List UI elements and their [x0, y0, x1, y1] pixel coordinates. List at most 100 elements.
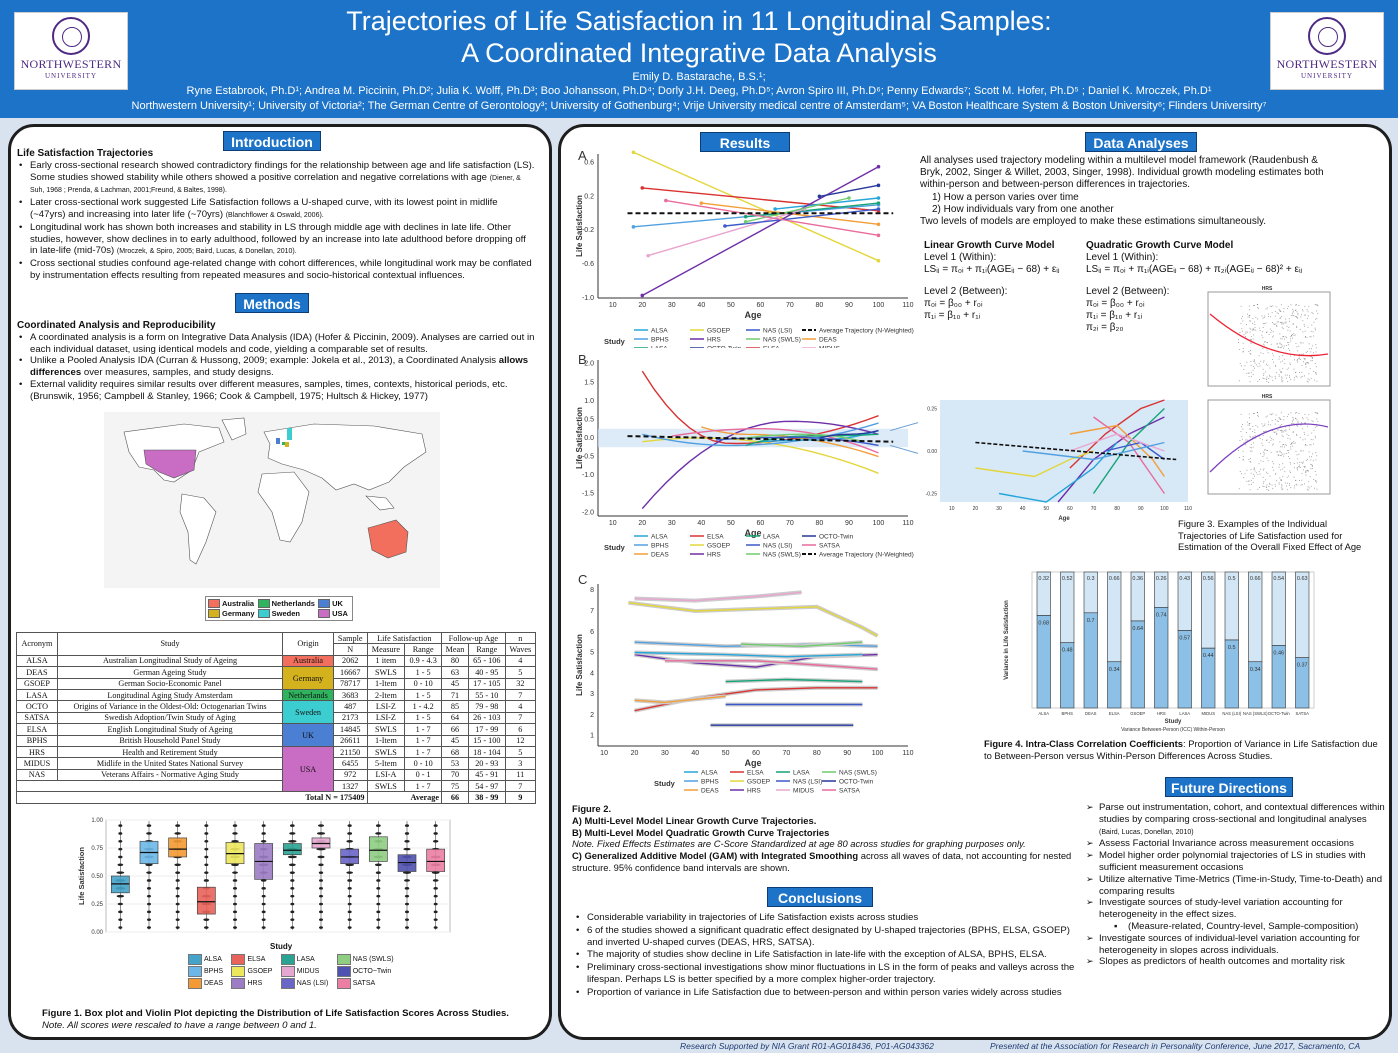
boxplot-violin-dot	[175, 879, 180, 882]
scatter-point	[1304, 483, 1305, 485]
scatter-point	[1241, 318, 1243, 320]
table-cell: English Longitudinal Study of Ageing	[56, 723, 284, 736]
icc-xtick: GSOEP	[1130, 711, 1145, 716]
scatter-point	[1307, 315, 1309, 317]
scatter-point	[1278, 374, 1280, 376]
scatter-point	[1316, 304, 1318, 306]
scatter-point	[1270, 439, 1272, 441]
scatter-point	[1286, 336, 1287, 338]
chart-ytick: 2	[590, 712, 594, 719]
scatter-point	[1293, 487, 1295, 489]
scatter-point	[1246, 469, 1248, 471]
scatter-point	[1289, 330, 1291, 332]
scatter-point	[1279, 477, 1281, 479]
table-cell: 15 - 100	[467, 734, 506, 747]
boxplot-violin-dot	[204, 824, 209, 827]
results-heading: Results	[700, 132, 790, 152]
boxplot-violin-dot	[261, 832, 266, 835]
scatter-point	[1242, 348, 1244, 349]
scatter-point	[1241, 328, 1243, 330]
boxplot-ytick: 0.00	[91, 930, 103, 936]
scatter-point	[1281, 371, 1282, 373]
scatter-point	[1291, 443, 1293, 445]
scatter-point	[1304, 314, 1306, 316]
scatter-point	[1310, 360, 1312, 362]
icc-bar-between	[1224, 639, 1239, 709]
boxplot-violin-dot	[318, 824, 324, 827]
icc-xtick: SATSA	[1296, 711, 1310, 716]
scatter-point	[1248, 480, 1250, 482]
boxplot-violin-dot	[319, 902, 323, 906]
chart-xtick: 80	[813, 750, 821, 757]
zoom-xtick: 40	[1020, 506, 1026, 512]
scatter-point	[1268, 489, 1269, 491]
scatter-point	[1281, 381, 1283, 383]
chart-ytick: 5	[590, 650, 594, 657]
scatter-point	[1285, 318, 1287, 320]
scatter-point	[1312, 345, 1314, 347]
chart-ytick: -1.0	[582, 295, 594, 302]
chart-panel-label: A	[578, 148, 587, 163]
table-cell: Swedish Adoption/Twin Study of Aging	[56, 711, 284, 725]
map-legend-label: UK	[332, 599, 343, 608]
table-cell: 26611	[332, 734, 368, 747]
chart-xtick: 70	[786, 520, 794, 527]
scatter-point	[1307, 434, 1309, 436]
boxplot-violin-dot	[376, 902, 381, 906]
scatter-point	[1280, 321, 1282, 323]
table-cell: 1 - 5	[404, 666, 443, 679]
table-cell: 78717	[332, 677, 368, 690]
table-cell: ALSA	[16, 654, 58, 668]
future-bullet: Model higher order polynomial trajectori…	[1086, 850, 1386, 874]
scatter-point	[1262, 461, 1264, 462]
scatter-point	[1315, 426, 1317, 428]
icc-bar-within	[1107, 571, 1122, 663]
scatter-point	[1272, 355, 1274, 357]
scatter-point	[1306, 317, 1308, 319]
scatter-point	[1279, 425, 1281, 427]
scatter-point	[1307, 350, 1308, 352]
scatter-point	[1285, 322, 1287, 324]
scatter-point	[1253, 365, 1255, 367]
boxplot-violin-dot	[433, 926, 438, 929]
chart-xtick: 90	[843, 750, 851, 757]
zoom-average-line	[975, 441, 1177, 461]
table-row: ELSA English Longitudinal Study of Ageing…	[16, 723, 537, 747]
linear-model-block: Linear Growth Curve Model Level 1 (Withi…	[924, 240, 1060, 321]
scatter-point	[1301, 365, 1303, 366]
table-cell: 5-Item	[366, 757, 406, 770]
scatter-point	[1282, 431, 1284, 433]
boxplot-violin-dot	[433, 918, 438, 921]
icc-within-label: 0.63	[1297, 576, 1308, 582]
scatter-point	[1250, 361, 1252, 362]
icc-bar-between	[1177, 630, 1192, 709]
scatter-point	[1311, 465, 1313, 467]
northwestern-logo-left: NORTHWESTERN UNIVERSITY	[14, 12, 128, 90]
scatter-point	[1250, 320, 1252, 322]
scatter-point	[1272, 488, 1274, 490]
table-cell: 3	[504, 757, 537, 770]
scatter-point	[1270, 331, 1272, 333]
scatter-point	[1266, 331, 1268, 333]
icc-xtick: MIDUS	[1202, 711, 1216, 716]
boxplot-violin-dot	[231, 839, 239, 843]
scatter-point	[1279, 417, 1281, 419]
chart-xtick: 20	[631, 750, 639, 757]
boxplot-legend-swatch	[188, 954, 202, 965]
scatter-point	[1242, 320, 1244, 322]
scatter-point	[1281, 344, 1282, 346]
methods-bullet-3: External validity requires similar resul…	[17, 379, 535, 403]
boxplot-violin-dot	[116, 871, 125, 874]
icc-within-label: 0.32	[1038, 576, 1049, 582]
scatter-point	[1269, 484, 1271, 485]
scatter-point	[1284, 336, 1286, 338]
icc-within-label: 0.43	[1179, 576, 1190, 582]
scatter-point	[1238, 342, 1239, 343]
boxplot-violin-dot	[261, 918, 266, 921]
scatter-point	[1290, 379, 1292, 381]
chart-xtick: 90	[845, 302, 853, 309]
scatter-point	[1276, 434, 1278, 435]
zoom-xlabel: Age	[1058, 516, 1070, 522]
scatter-point	[1238, 339, 1239, 340]
scatter-point	[1251, 339, 1252, 341]
